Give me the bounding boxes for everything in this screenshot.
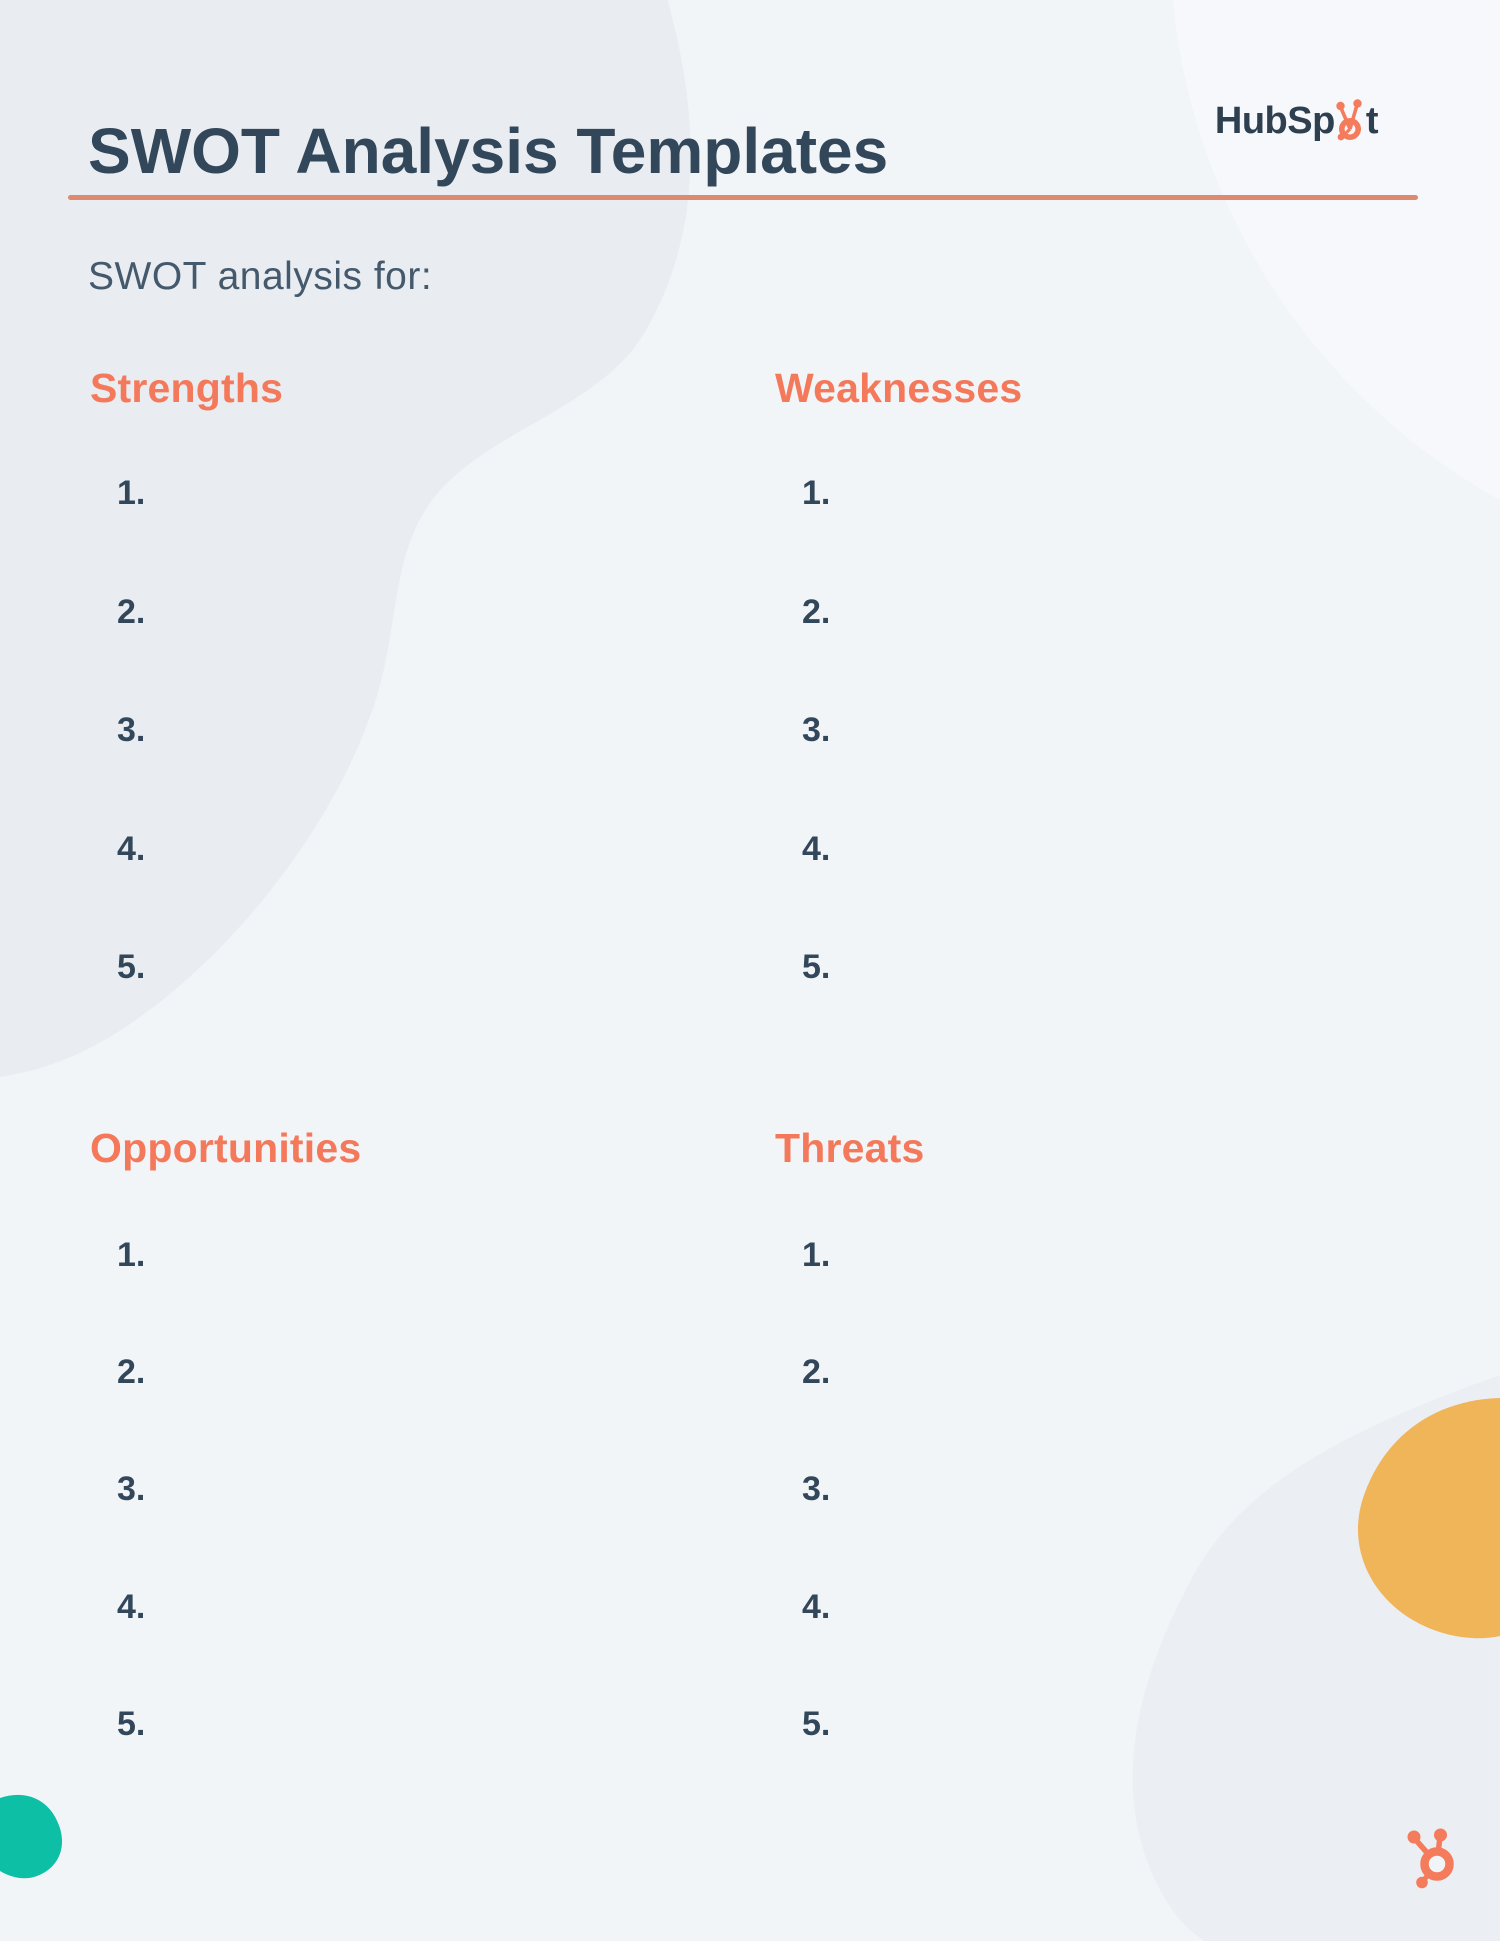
list-item-number: 5. — [117, 1704, 146, 1743]
list-item-number: 2. — [117, 1353, 146, 1392]
section-title-opportunities: Opportunities — [90, 1125, 362, 1171]
list-item-number: 2. — [117, 592, 146, 631]
list-item-number: 1. — [802, 1236, 831, 1274]
section-threats: Threats 1. 2. 3. 4. 5. — [775, 1125, 1335, 1743]
list-item-number: 5. — [117, 948, 146, 986]
list-item-number: 3. — [117, 1470, 146, 1509]
analysis-for-label: SWOT analysis for: — [88, 255, 433, 298]
list-item-number: 4. — [117, 829, 146, 868]
section-list-threats: 1. 2. 3. 4. 5. — [802, 1235, 830, 1821]
list-item-number: 2. — [802, 1353, 831, 1392]
section-title-threats: Threats — [775, 1125, 925, 1171]
list-item-number: 1. — [117, 474, 146, 512]
section-opportunities: Opportunities 1. 2. 3. 4. 5. — [90, 1125, 650, 1743]
list-item-number: 1. — [117, 1236, 146, 1274]
header-divider — [68, 195, 1418, 200]
list-item-number: 4. — [802, 829, 831, 868]
hubspot-logo-text-post: t — [1365, 100, 1379, 142]
section-list-weaknesses: 1. 2. 3. 4. 5. — [802, 473, 830, 1066]
list-item-number: 1. — [802, 474, 831, 512]
list-item-number: 3. — [802, 1470, 831, 1509]
list-item-number: 4. — [802, 1587, 831, 1626]
page-title: SWOT Analysis Templates — [88, 114, 889, 187]
section-title-weaknesses: Weaknesses — [775, 365, 1023, 411]
list-item-number: 5. — [802, 1704, 831, 1743]
list-item-number: 3. — [117, 711, 146, 749]
section-list-strengths: 1. 2. 3. 4. 5. — [117, 473, 145, 1066]
background-blob-teal — [0, 1794, 63, 1879]
hubspot-sprocket-icon — [1407, 1828, 1454, 1889]
hubspot-sprocket-icon — [1336, 99, 1362, 141]
background-blob-yellow — [1357, 1398, 1500, 1639]
hubspot-logo-text-pre: HubSp — [1214, 100, 1335, 142]
list-item-number: 4. — [117, 1587, 146, 1626]
section-title-strengths: Strengths — [90, 365, 284, 411]
background-blob-top-left — [0, 0, 691, 1078]
list-item-number: 2. — [802, 592, 831, 631]
section-weaknesses: Weaknesses 1. 2. 3. 4. 5. — [775, 365, 1335, 986]
background-blob-top-right — [1173, 0, 1500, 500]
list-item-number: 5. — [802, 948, 831, 986]
hubspot-logo: HubSp t — [1214, 97, 1379, 142]
section-list-opportunities: 1. 2. 3. 4. 5. — [117, 1235, 145, 1821]
list-item-number: 3. — [802, 711, 831, 749]
section-strengths: Strengths 1. 2. 3. 4. 5. — [90, 365, 650, 986]
